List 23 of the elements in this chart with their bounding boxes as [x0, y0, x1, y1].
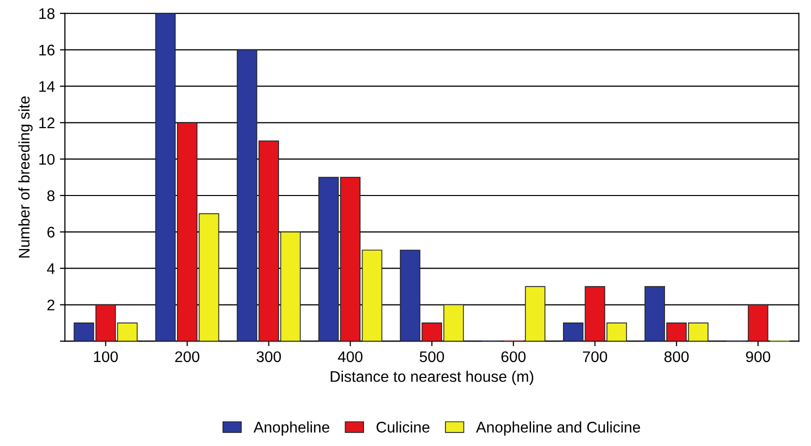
legend-label: Anopheline and Culicine	[476, 421, 640, 436]
legend-label: Anopheline	[254, 421, 330, 436]
x-tick-label: 800	[664, 351, 689, 362]
y-tick-label: 14	[39, 81, 55, 92]
y-axis-title: Number of breeding site	[18, 96, 33, 258]
x-tick-label: 600	[501, 351, 526, 362]
x-tick-label: 300	[256, 351, 281, 362]
y-tick-label: 4	[47, 263, 55, 274]
legend-label: Culicine	[376, 421, 430, 433]
y-tick-label: 2	[47, 300, 54, 310]
x-tick-label: 900	[746, 351, 770, 362]
y-tick-label: 8	[47, 190, 54, 202]
x-tick-label: 400	[338, 351, 362, 362]
x-tick-label: 200	[175, 351, 200, 362]
x-tick-label: 100	[94, 351, 118, 362]
x-axis-title: Distance to nearest house (m)	[330, 370, 534, 385]
y-tick-label: 12	[39, 118, 54, 128]
x-tick-label: 500	[420, 351, 444, 362]
x-tick-label: 700	[583, 351, 608, 362]
y-tick-label: 6	[47, 226, 54, 238]
y-tick-label: 16	[39, 44, 54, 56]
y-tick-label: 18	[39, 8, 54, 20]
y-tick-label: 10	[39, 154, 55, 165]
